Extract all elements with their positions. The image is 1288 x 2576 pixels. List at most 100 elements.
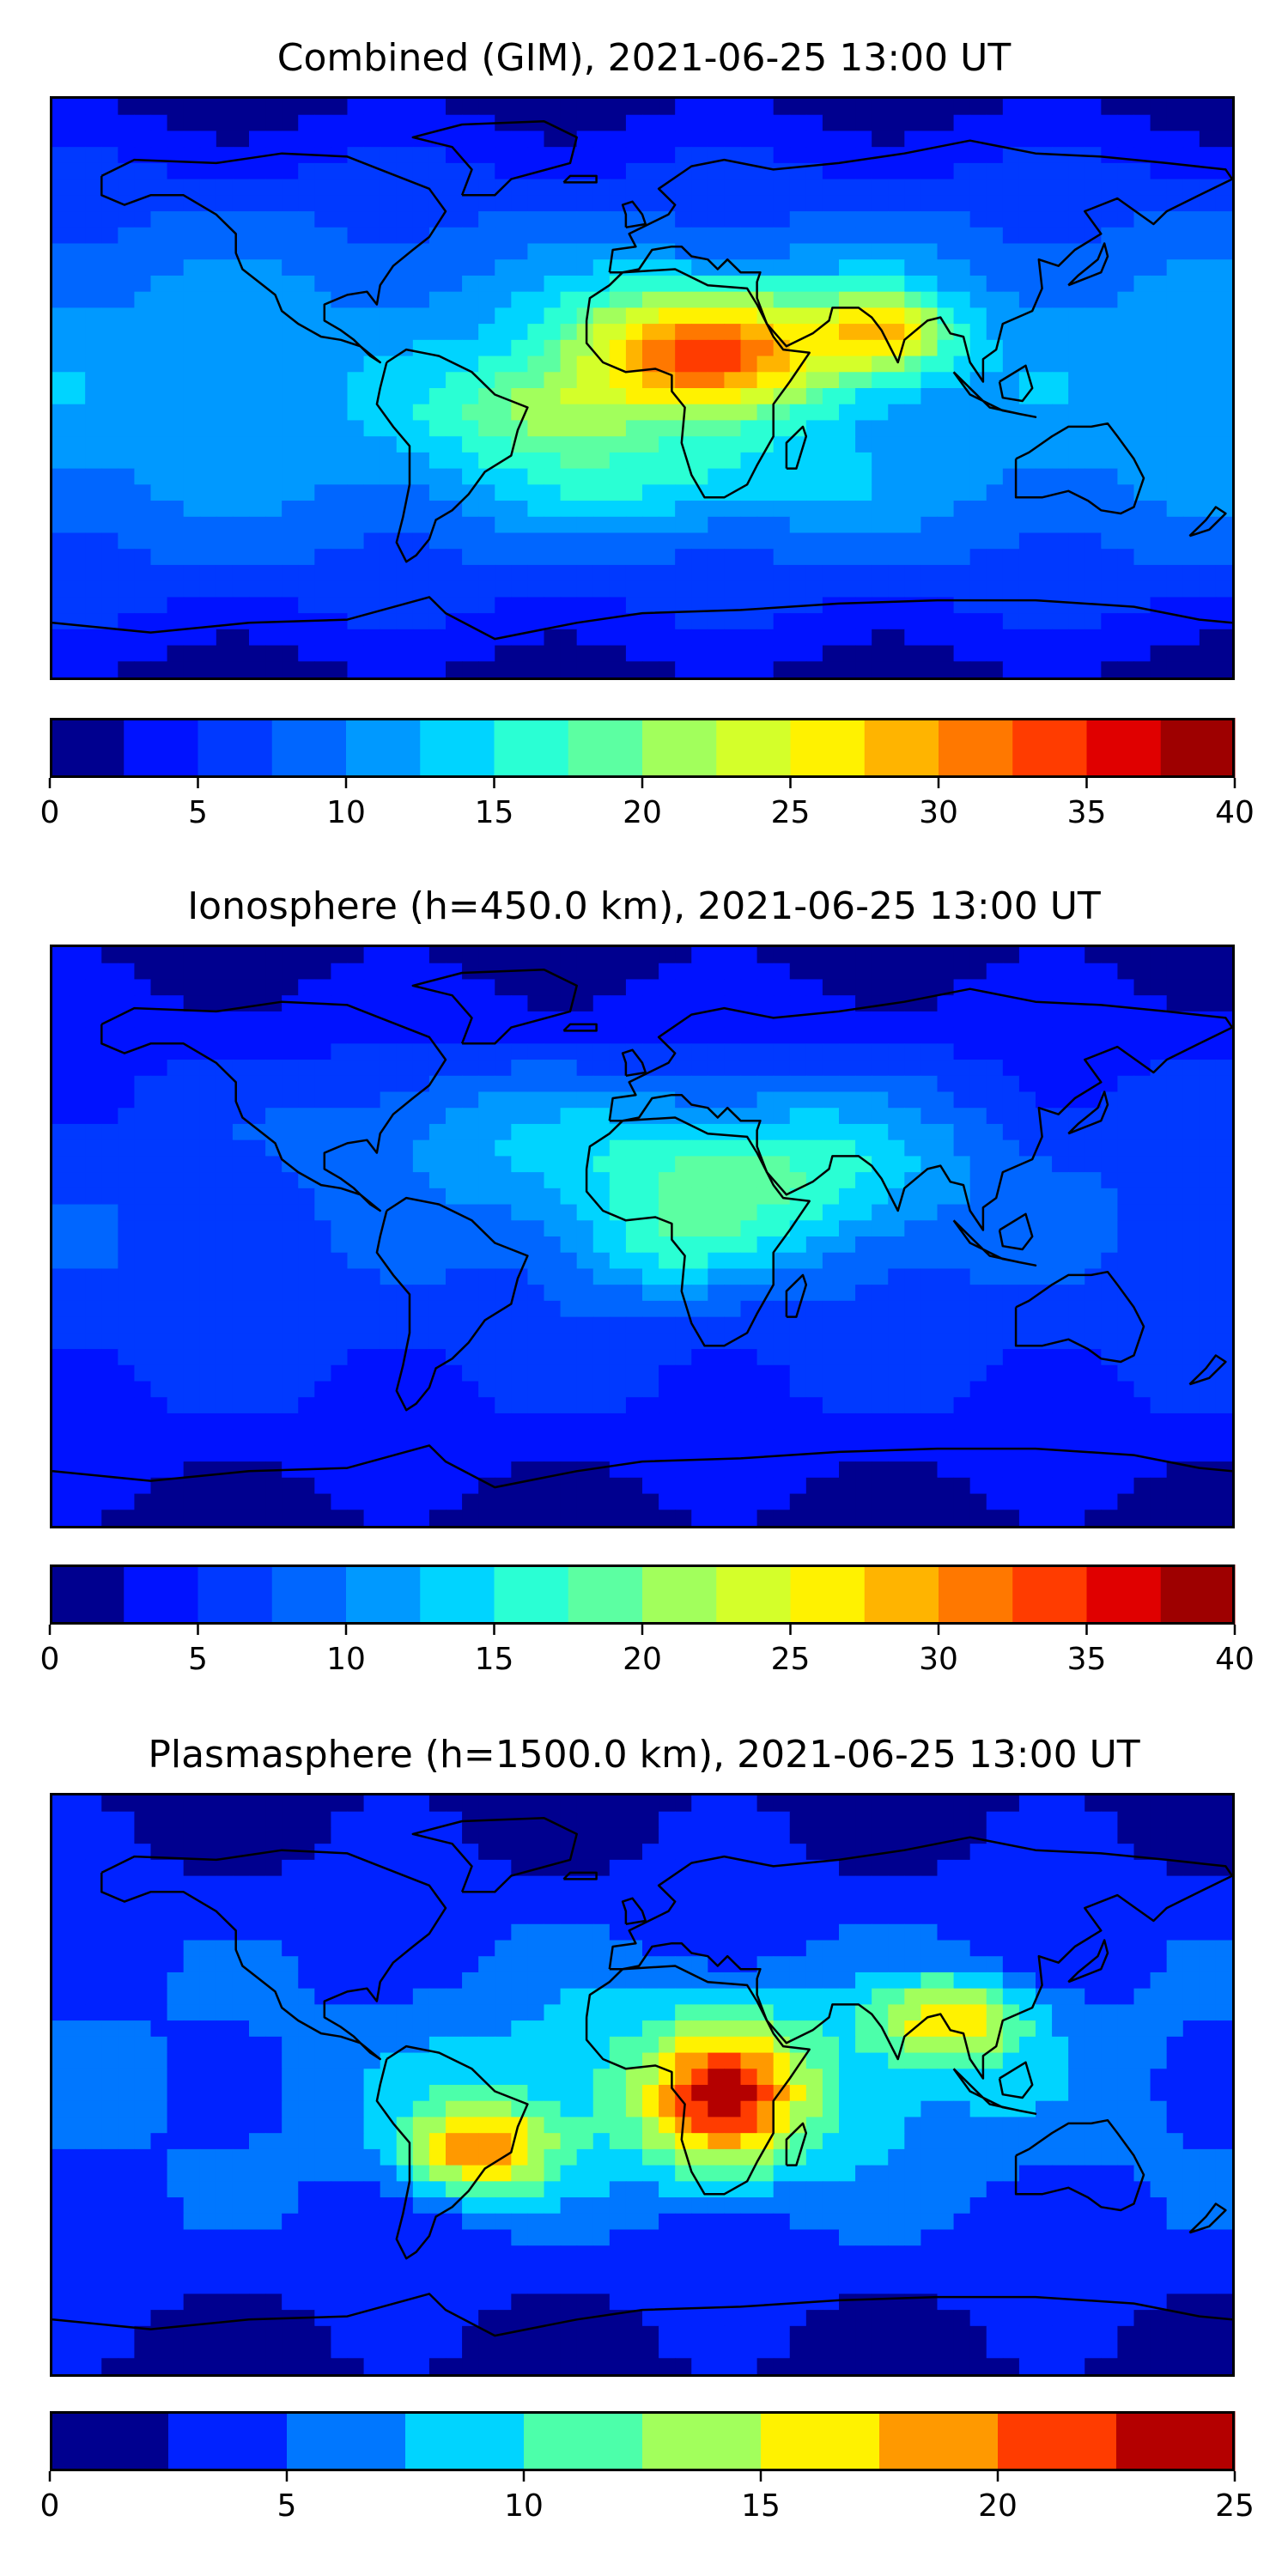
field-cell xyxy=(101,1429,118,1446)
field-cell xyxy=(249,597,266,614)
field-cell xyxy=(1101,404,1119,422)
field-cell xyxy=(1036,275,1053,293)
field-cell xyxy=(1084,468,1102,485)
field-cell xyxy=(904,1268,922,1285)
field-cell xyxy=(872,1397,889,1414)
field-cell xyxy=(773,1285,791,1302)
field-cell xyxy=(396,613,414,630)
field-cell xyxy=(183,979,201,996)
field-cell xyxy=(282,1333,299,1350)
field-cell xyxy=(396,211,414,228)
field-cell xyxy=(527,1220,545,1237)
field-cell xyxy=(560,259,578,276)
field-cell xyxy=(85,114,102,132)
field-cell xyxy=(282,243,299,260)
field-cell xyxy=(282,1204,299,1221)
colorbar-tick-label: 5 xyxy=(188,795,208,830)
field-cell xyxy=(740,613,758,630)
field-cell xyxy=(1215,355,1232,373)
field-cell xyxy=(478,147,495,164)
field-cell xyxy=(150,404,168,422)
field-cell xyxy=(839,179,856,196)
field-cell xyxy=(888,484,905,501)
field-cell xyxy=(576,291,594,308)
field-cell xyxy=(118,243,136,260)
field-cell xyxy=(675,1139,692,1157)
field-cell xyxy=(282,1188,299,1206)
field-cell xyxy=(904,501,922,518)
field-cell xyxy=(216,532,234,550)
field-cell xyxy=(872,436,889,453)
field-cell xyxy=(495,243,512,260)
field-cell xyxy=(576,372,594,389)
field-cell xyxy=(1215,1268,1232,1285)
field-cell xyxy=(249,1091,266,1109)
field-cell xyxy=(85,1156,102,1173)
field-cell xyxy=(609,114,627,132)
field-cell xyxy=(527,452,545,470)
field-cell xyxy=(1133,1236,1151,1254)
field-cell xyxy=(183,549,201,566)
field-cell xyxy=(446,147,463,164)
field-cell xyxy=(937,484,955,501)
field-cell xyxy=(527,131,545,148)
field-cell xyxy=(282,645,299,662)
field-cell xyxy=(314,597,332,614)
field-cell xyxy=(232,1123,250,1141)
field-cell xyxy=(953,259,971,276)
field-cell xyxy=(560,468,578,485)
field-cell xyxy=(462,629,479,647)
field-cell xyxy=(872,1300,889,1318)
field-cell xyxy=(1199,629,1217,647)
field-cell xyxy=(1199,1172,1217,1189)
field-cell xyxy=(1117,324,1135,341)
field-cell xyxy=(134,307,152,325)
field-cell xyxy=(1215,661,1232,677)
field-cell xyxy=(1215,162,1232,180)
field-cell xyxy=(789,195,807,212)
field-cell xyxy=(314,979,332,996)
field-cell xyxy=(675,211,692,228)
field-cell xyxy=(576,1381,594,1398)
field-cell xyxy=(134,1316,152,1334)
field-cell xyxy=(380,1461,398,1479)
field-cell xyxy=(511,947,529,964)
field-cell xyxy=(282,629,299,647)
field-cell xyxy=(789,1381,807,1398)
field-cell xyxy=(822,1397,840,1414)
field-cell xyxy=(625,1027,643,1044)
field-cell xyxy=(462,1139,479,1157)
field-cell xyxy=(380,114,398,132)
field-cell xyxy=(805,436,823,453)
field-cell xyxy=(839,1091,856,1109)
field-cell xyxy=(659,339,676,357)
field-cell xyxy=(1150,597,1168,614)
field-cell xyxy=(1117,484,1135,501)
field-cell xyxy=(888,404,905,422)
field-cell xyxy=(969,1364,987,1382)
field-cell xyxy=(232,645,250,662)
field-cell xyxy=(52,501,70,518)
field-cell xyxy=(331,1300,349,1318)
field-cell xyxy=(1018,195,1036,212)
field-cell xyxy=(1215,1252,1232,1270)
field-cell xyxy=(1036,1413,1053,1431)
field-cell xyxy=(314,404,332,422)
field-cell xyxy=(363,1188,381,1206)
field-cell xyxy=(544,1316,562,1334)
field-cell xyxy=(708,1300,726,1318)
field-cell xyxy=(937,1316,955,1334)
field-cell xyxy=(314,468,332,485)
field-cell xyxy=(428,227,447,245)
field-cell xyxy=(756,1316,775,1334)
field-cell xyxy=(134,645,152,662)
field-cell xyxy=(101,1413,118,1431)
field-cell xyxy=(167,1316,185,1334)
field-cell xyxy=(1018,1300,1036,1318)
field-cell xyxy=(282,1220,299,1237)
field-cell xyxy=(839,1123,856,1141)
field-cell xyxy=(691,645,708,662)
field-cell xyxy=(380,99,398,116)
field-cell xyxy=(1002,1349,1020,1366)
field-cell xyxy=(134,1397,152,1414)
